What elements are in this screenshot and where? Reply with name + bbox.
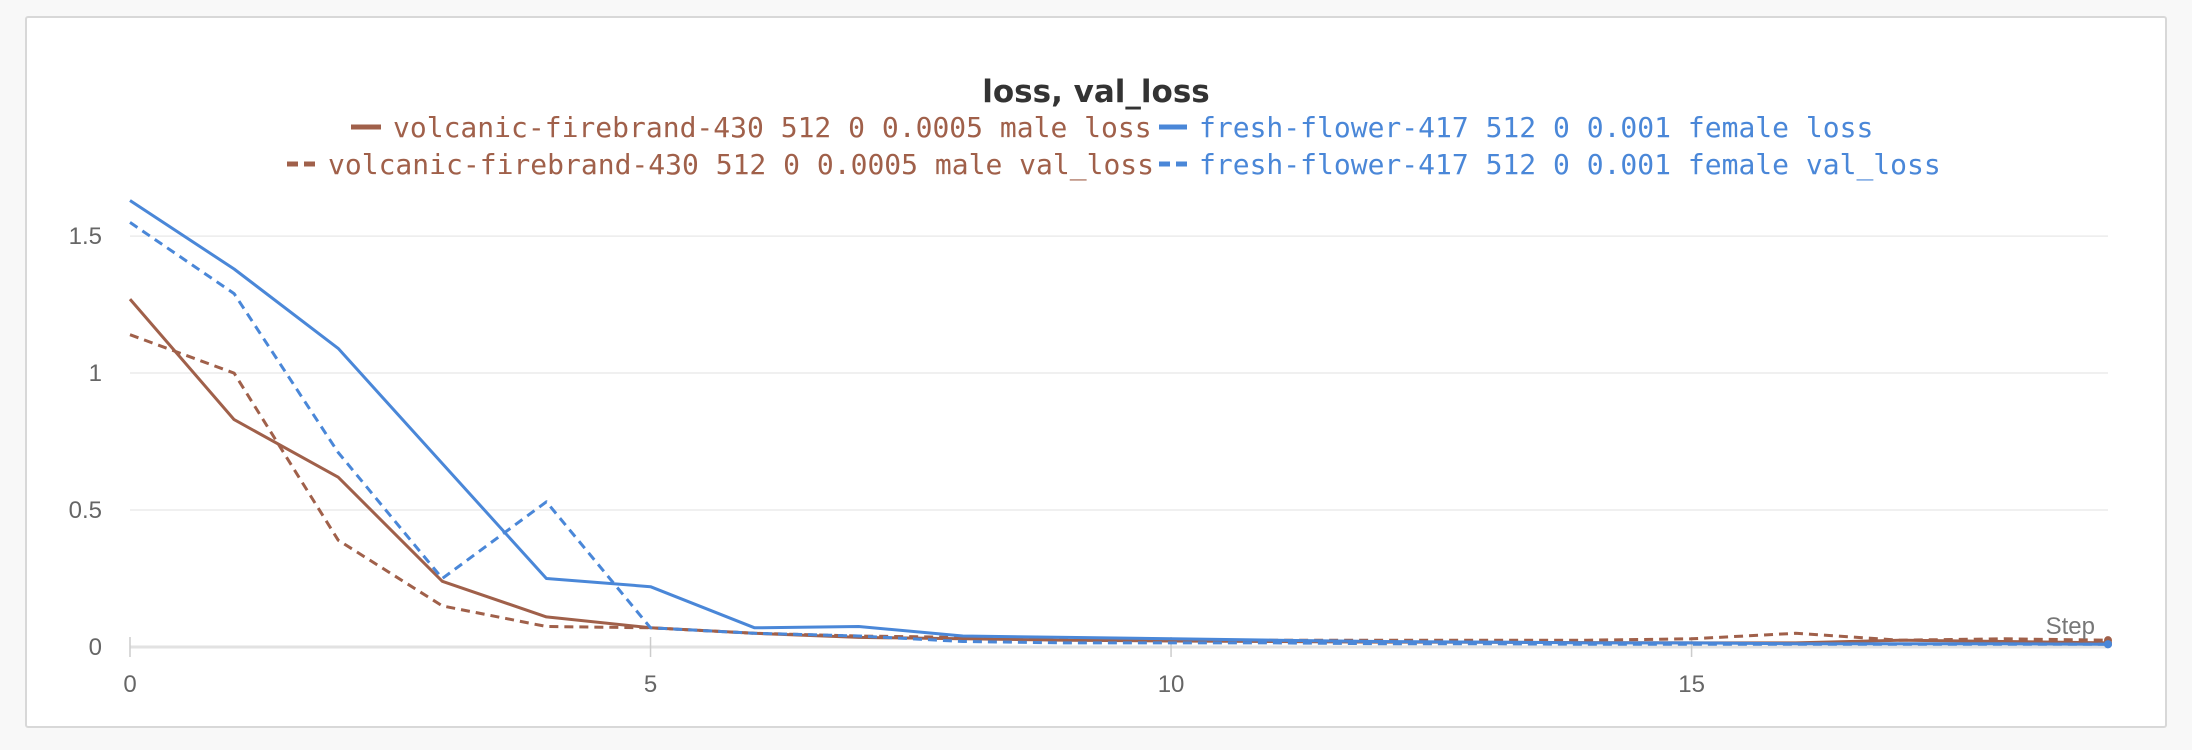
series-line-3 [129, 199, 2109, 646]
y-tick-label: 1 [89, 360, 102, 387]
axes: 0 0.5 1 1.5 0 5 10 15 [69, 223, 1705, 698]
x-tick-label: 0 [123, 671, 136, 698]
series-lines [128, 199, 2112, 649]
series-line-1 [128, 298, 2109, 645]
series-line-2 [129, 333, 2109, 642]
legend-entry: fresh-flower-417 512 0 0.001 female val_… [1199, 148, 1941, 182]
x-axis-label: Step [2046, 613, 2095, 640]
series-end-point [2104, 640, 2112, 649]
legend-entry: volcanic-firebrand-430 512 0 0.0005 male… [393, 111, 1152, 144]
legend: volcanic-firebrand-430 512 0 0.0005 male… [287, 111, 1941, 182]
y-tick-label: 0.5 [69, 497, 102, 524]
y-tick-label: 0 [89, 634, 102, 661]
legend-entry: volcanic-firebrand-430 512 0 0.0005 male… [328, 148, 1154, 182]
legend-entry: fresh-flower-417 512 0 0.001 female loss [1199, 111, 1873, 144]
series-line-4 [129, 221, 2108, 646]
y-tick-label: 1.5 [69, 223, 102, 250]
grid [130, 235, 2108, 649]
x-tick-label: 15 [1678, 671, 1705, 698]
chart-title: loss, val_loss [982, 74, 1209, 110]
x-tick-label: 5 [644, 671, 657, 698]
chart-panel [25, 16, 2167, 728]
x-tick-label: 10 [1158, 671, 1185, 698]
